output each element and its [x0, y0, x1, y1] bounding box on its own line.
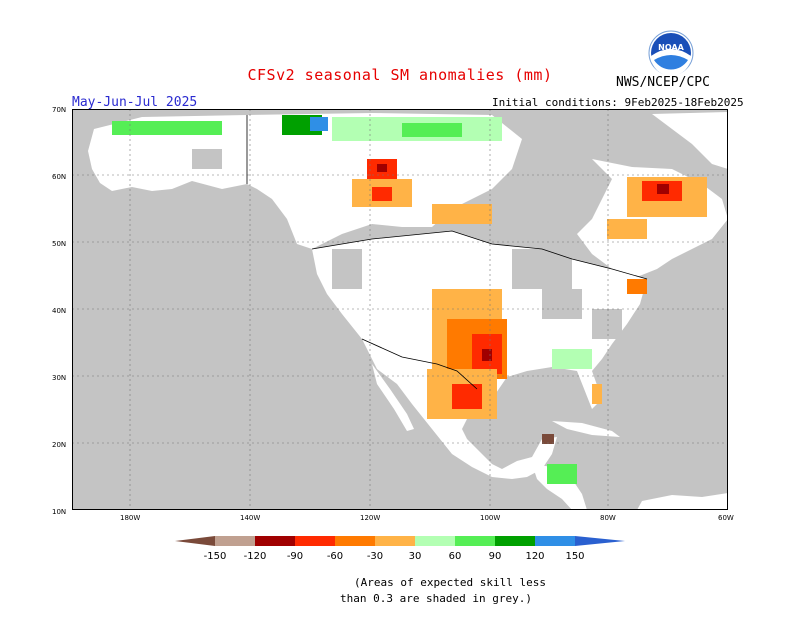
lat-label: 20N — [52, 441, 66, 449]
lat-label: 60N — [52, 173, 66, 181]
lat-label: 10N — [52, 508, 66, 516]
lon-label: 80W — [600, 514, 616, 522]
ontario-dry — [607, 219, 647, 239]
anomaly-patches — [112, 115, 707, 484]
mexico-dry-red — [452, 384, 482, 409]
lat-axis: 70N 60N 50N 40N 30N 20N 10N — [52, 106, 66, 516]
lon-axis: 180W 140W 120W 100W 80W 60W — [120, 514, 734, 522]
lon-label: 100W — [480, 514, 500, 522]
legend-threshold: -120 — [244, 551, 267, 562]
legend-swatch — [295, 536, 335, 546]
lon-label: 180W — [120, 514, 140, 522]
southeast-wet — [552, 349, 592, 369]
texas-dry-dark — [482, 349, 492, 361]
canada-dry-red2 — [372, 187, 392, 201]
greenland-land — [652, 112, 728, 169]
forecast-period: May-Jun-Jul 2025 — [72, 95, 198, 110]
prairie-dry — [432, 204, 492, 224]
map-title: CFSv2 seasonal SM anomalies (mm) — [247, 66, 553, 84]
cuba-land — [552, 421, 620, 437]
anomaly-map — [72, 109, 728, 510]
lat-label: 70N — [52, 106, 66, 114]
nwt-wet-patch2 — [402, 123, 462, 137]
legend-colorbar: -150 -120 -90 -60 -30 30 60 90 120 150 — [175, 536, 625, 562]
south-america-land — [637, 493, 728, 510]
legend-threshold: 150 — [565, 551, 584, 562]
canada-dry-dark — [377, 164, 387, 172]
lon-label: 140W — [240, 514, 260, 522]
legend-threshold: -150 — [204, 551, 227, 562]
arctic-wet-blue — [310, 117, 328, 131]
noaa-logo-text: NOAA — [658, 43, 684, 52]
skill-note-line1: (Areas of expected skill less — [353, 576, 547, 589]
graticule — [72, 109, 728, 510]
legend-swatch — [415, 536, 455, 546]
quebec-dry-dark — [657, 184, 669, 194]
central-america-land — [532, 464, 587, 510]
central-am-wet — [547, 464, 577, 484]
map-frame — [72, 109, 728, 510]
lon-label: 60W — [718, 514, 734, 522]
legend-threshold: 90 — [489, 551, 502, 562]
lat-label: 40N — [52, 307, 66, 315]
legend-swatch — [535, 536, 575, 546]
florida-dry — [592, 384, 602, 404]
legend-threshold: 60 — [449, 551, 462, 562]
legend-swatch — [375, 536, 415, 546]
legend-threshold: -90 — [287, 551, 303, 562]
lat-label: 30N — [52, 374, 66, 382]
lon-label: 120W — [360, 514, 380, 522]
legend-swatch — [255, 536, 295, 546]
boundaries — [246, 115, 648, 390]
legend-threshold: -30 — [367, 551, 383, 562]
legend-arrow-right — [575, 536, 625, 546]
legend-arrow-left — [175, 536, 215, 546]
legend-threshold: 120 — [525, 551, 544, 562]
noaa-logo: NOAA — [648, 30, 694, 76]
yucatan-wet — [542, 434, 554, 444]
legend-swatch — [215, 536, 255, 546]
legend-swatch — [455, 536, 495, 546]
legend-threshold: 30 — [409, 551, 422, 562]
legend-threshold: -60 — [327, 551, 343, 562]
ny-dry — [627, 279, 647, 294]
lat-label: 50N — [52, 240, 66, 248]
agency-label: NWS/NCEP/CPC — [616, 75, 710, 90]
skill-note-line2: than 0.3 are shaded in grey.) — [339, 592, 533, 605]
legend-swatch — [495, 536, 535, 546]
legend-swatch — [335, 536, 375, 546]
initial-conditions: Initial conditions: 9Feb2025-18Feb2025 — [492, 96, 744, 109]
hudson-bay — [512, 159, 612, 229]
alaska-wet-patch — [112, 121, 222, 135]
baja-land — [372, 364, 414, 431]
